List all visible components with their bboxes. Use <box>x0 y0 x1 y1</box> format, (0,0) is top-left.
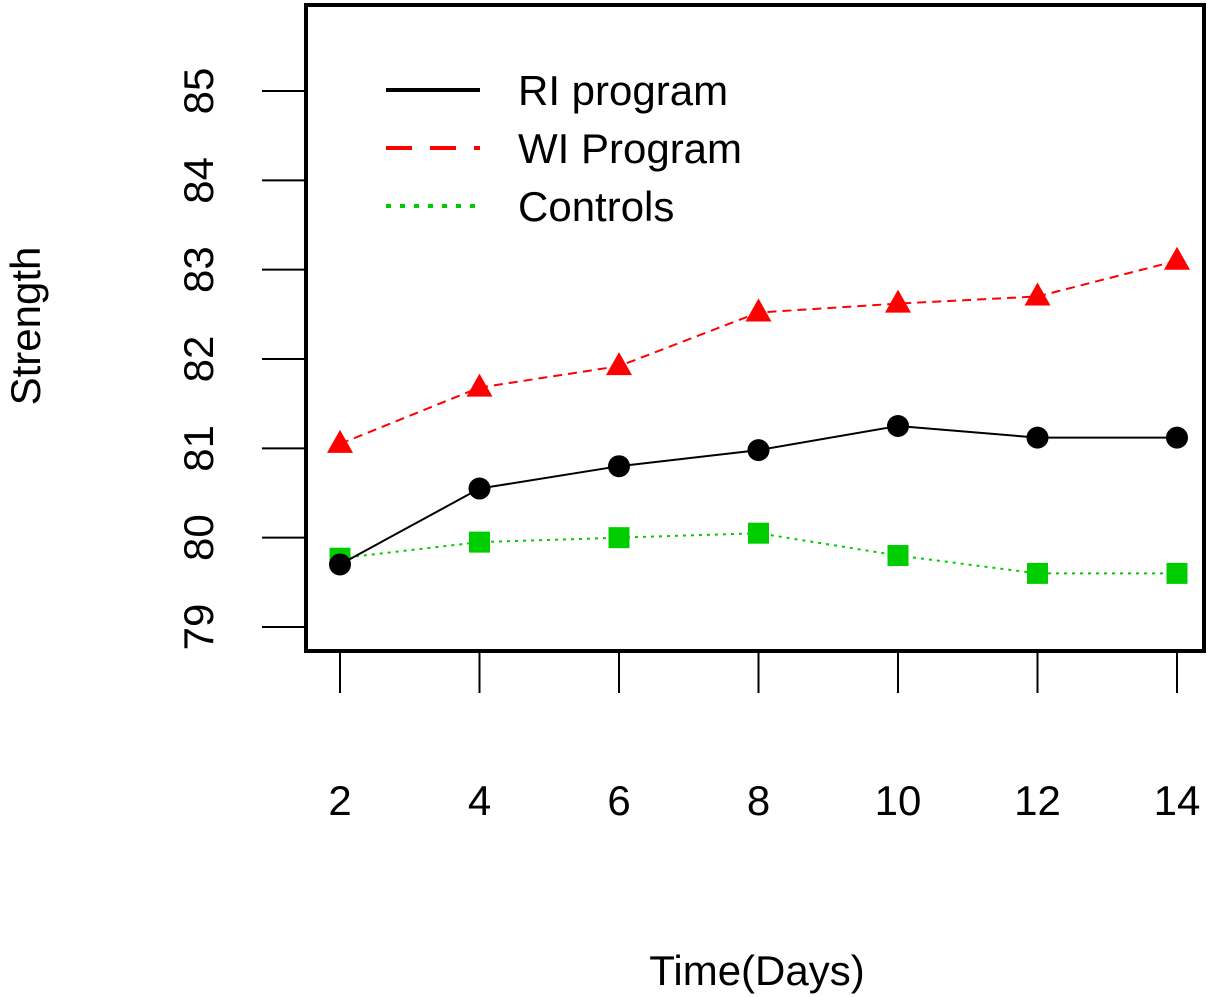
series-layer <box>327 246 1190 584</box>
data-point-ri-program <box>608 455 630 478</box>
x-axis-title: Time(Days) <box>649 947 864 994</box>
data-point-ri-program <box>747 439 770 462</box>
series-line-wi-program <box>339 259 1178 445</box>
legend-label: Controls <box>518 183 674 230</box>
data-point-controls <box>608 527 630 549</box>
y-tick-label: 85 <box>175 68 222 115</box>
data-point-controls <box>748 522 769 544</box>
y-axis: 79 80 81 82 83 84 85 <box>175 68 306 651</box>
data-point-ri-program <box>1166 426 1188 449</box>
y-tick-label: 79 <box>175 604 222 651</box>
data-point-controls <box>1027 562 1048 584</box>
y-axis-title: Strength <box>2 247 49 406</box>
legend: RI program WI Program Controls <box>386 67 742 230</box>
data-point-wi-program <box>327 429 353 453</box>
x-tick-label: 2 <box>328 777 351 824</box>
data-point-controls <box>469 531 490 553</box>
legend-label: RI program <box>518 67 728 114</box>
y-tick-label: 84 <box>175 157 222 204</box>
y-tick-label: 80 <box>175 514 222 561</box>
x-tick-label: 4 <box>468 777 491 824</box>
y-tick-label: 83 <box>175 246 222 293</box>
y-tick-label: 81 <box>175 425 222 472</box>
data-point-wi-program <box>745 298 772 322</box>
series-wi-program <box>327 246 1190 453</box>
data-point-wi-program <box>606 352 632 376</box>
series-controls <box>329 522 1188 584</box>
x-tick-label: 12 <box>1014 777 1061 824</box>
legend-label: WI Program <box>518 125 742 172</box>
data-point-ri-program <box>887 415 909 437</box>
data-point-wi-program <box>1164 246 1190 270</box>
data-point-wi-program <box>466 373 493 397</box>
x-tick-label: 10 <box>875 777 922 824</box>
data-point-ri-program <box>1026 426 1049 449</box>
x-axis: 2 4 6 8 10 12 14 <box>328 651 1200 824</box>
data-point-wi-program <box>1024 282 1051 306</box>
data-point-controls <box>887 545 909 567</box>
data-point-controls <box>1166 562 1188 584</box>
x-tick-label: 14 <box>1154 777 1201 824</box>
data-point-ri-program <box>329 553 351 576</box>
x-tick-label: 8 <box>747 777 770 824</box>
data-point-ri-program <box>468 477 491 500</box>
y-tick-label: 82 <box>175 336 222 383</box>
plot-frame <box>304 3 1206 653</box>
data-point-wi-program <box>885 289 911 313</box>
x-tick-label: 6 <box>607 777 630 824</box>
series-ri-program <box>329 415 1188 576</box>
